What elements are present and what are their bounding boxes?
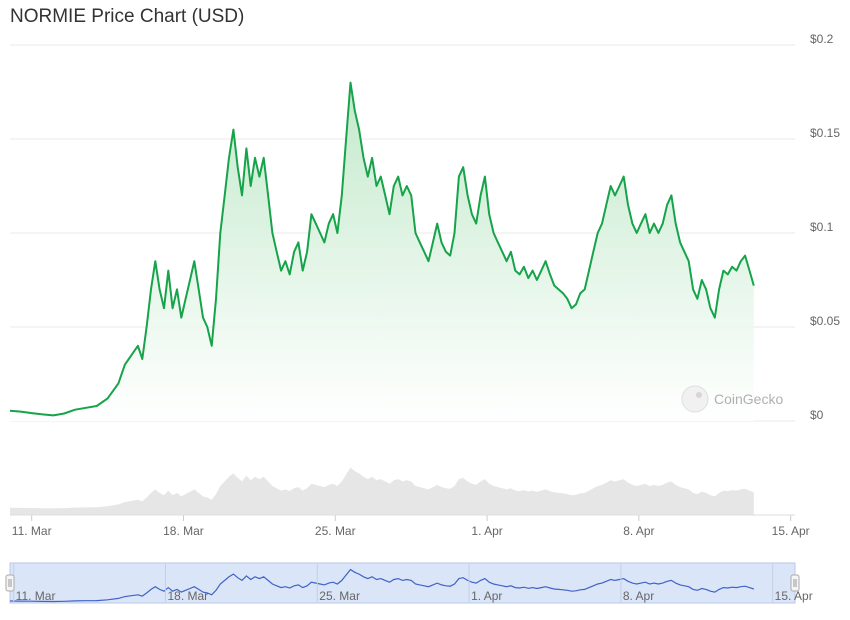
coingecko-logo-icon bbox=[681, 385, 709, 413]
navigator-left-handle[interactable] bbox=[5, 574, 15, 592]
navigator-tick-label: 11. Mar bbox=[16, 589, 56, 603]
x-axis-labels: 11. Mar 18. Mar 25. Mar 1. Apr 8. Apr 15. Apr bbox=[10, 514, 810, 538]
coingecko-watermark: CoinGecko bbox=[681, 385, 783, 413]
x-tick-label: 1. Apr bbox=[471, 524, 502, 538]
y-tick-label: $0.05 bbox=[810, 314, 840, 328]
x-tick-label: 25. Mar bbox=[315, 524, 356, 538]
navigator[interactable]: 11. Mar 18. Mar 25. Mar 1. Apr 8. Apr 15. Apr bbox=[5, 562, 813, 604]
navigator-range[interactable] bbox=[9, 562, 796, 604]
price-area bbox=[10, 82, 754, 421]
volume-area bbox=[10, 467, 754, 515]
navigator-tick-label: 25. Mar bbox=[319, 589, 360, 603]
x-tick-label: 8. Apr bbox=[623, 524, 654, 538]
price-area-shape bbox=[10, 82, 754, 421]
y-axis-labels: $0 $0.05 $0.1 $0.15 $0.2 bbox=[810, 32, 840, 422]
chart-title: NORMIE Price Chart (USD) bbox=[10, 6, 245, 27]
volume-shape bbox=[10, 467, 754, 515]
navigator-right-handle[interactable] bbox=[790, 574, 800, 592]
x-tick-label: 15. Apr bbox=[772, 524, 810, 538]
x-tick-label: 11. Mar bbox=[12, 524, 52, 538]
y-tick-label: $0.15 bbox=[810, 126, 840, 140]
y-tick-label: $0.1 bbox=[810, 220, 834, 234]
navigator-tick-label: 18. Mar bbox=[167, 589, 208, 603]
navigator-tick-label: 8. Apr bbox=[623, 589, 654, 603]
navigator-line-path bbox=[9, 568, 754, 603]
price-line bbox=[9, 81, 755, 417]
y-tick-label: $0.2 bbox=[810, 32, 834, 46]
y-tick-label: $0 bbox=[810, 408, 824, 422]
x-tick-label: 18. Mar bbox=[163, 524, 204, 538]
price-line-path bbox=[9, 81, 755, 417]
watermark-text: CoinGecko bbox=[714, 391, 783, 407]
navigator-labels: 11. Mar 18. Mar 25. Mar 1. Apr 8. Apr 15. Apr bbox=[13, 563, 813, 603]
navigator-tick-label: 1. Apr bbox=[471, 589, 502, 603]
navigator-line bbox=[9, 568, 754, 603]
navigator-tick-label: 15. Apr bbox=[775, 589, 813, 603]
